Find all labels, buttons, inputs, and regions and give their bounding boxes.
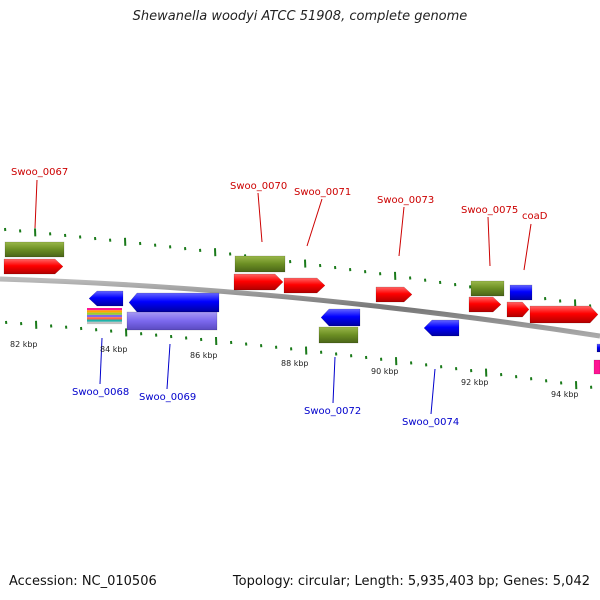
forward-gene-arrow bbox=[506, 301, 530, 318]
rrna-stripe bbox=[87, 314, 122, 318]
forward-gene-arrow bbox=[529, 305, 599, 324]
gene-features bbox=[3, 241, 600, 375]
gene-label-swoo-0072: Swoo_0072 bbox=[304, 406, 361, 417]
rrna-stripe bbox=[87, 312, 122, 315]
page-title: Shewanella woodyi ATCC 51908, complete g… bbox=[132, 9, 468, 24]
reverse-gene-arrow bbox=[88, 290, 124, 307]
accession-text: Accession: NC_010506 bbox=[9, 574, 157, 589]
reverse-gene-arrow bbox=[128, 292, 220, 313]
rrna-stripe bbox=[87, 317, 122, 320]
rrna-stripe bbox=[87, 319, 122, 322]
genome-summary-text: Topology: circular; Length: 5,935,403 bp… bbox=[232, 574, 590, 589]
label-leader-line bbox=[487, 216, 491, 267]
kbp-label: 92 kbp bbox=[461, 378, 489, 387]
gene-labels: Swoo_0067 Swoo_0070 Swoo_0071 Swoo_0073 Swoo… bbox=[11, 167, 548, 428]
forward-gene-arrow bbox=[468, 296, 502, 313]
gene-label-swoo-0067: Swoo_0067 bbox=[11, 167, 68, 178]
kbp-label: 90 kbp bbox=[371, 367, 399, 376]
label-leader-line bbox=[257, 192, 263, 243]
reverse-gene-block bbox=[593, 359, 600, 375]
reverse-gene-arrow bbox=[423, 319, 460, 337]
rrna-stripe bbox=[87, 310, 122, 313]
label-leader-line bbox=[34, 179, 38, 229]
reverse-gene-block bbox=[509, 284, 533, 301]
forward-gene-arrow bbox=[375, 286, 413, 303]
forward-cds-block bbox=[234, 255, 286, 273]
gene-label-coad: coaD bbox=[522, 211, 548, 222]
gene-label-swoo-0070: Swoo_0070 bbox=[230, 181, 287, 192]
label-leader-line bbox=[523, 223, 532, 271]
kbp-label: 94 kbp bbox=[551, 390, 579, 399]
label-leader-line bbox=[306, 198, 323, 247]
gene-label-swoo-0074: Swoo_0074 bbox=[402, 417, 459, 428]
label-leader-line bbox=[430, 368, 436, 415]
label-leader-line bbox=[398, 206, 405, 257]
kbp-label: 84 kbp bbox=[100, 345, 128, 354]
gene-label-swoo-0068: Swoo_0068 bbox=[72, 387, 129, 398]
kbp-label: 82 kbp bbox=[10, 340, 38, 349]
gene-label-swoo-0073: Swoo_0073 bbox=[377, 195, 434, 206]
forward-gene-arrow bbox=[233, 273, 284, 291]
label-leader-line bbox=[99, 337, 103, 385]
rrna-stripe bbox=[87, 321, 122, 325]
forward-cds-block bbox=[470, 280, 505, 297]
gene-label-swoo-0075: Swoo_0075 bbox=[461, 205, 518, 216]
gene-label-swoo-0071: Swoo_0071 bbox=[294, 187, 351, 198]
forward-cds-block bbox=[4, 241, 65, 258]
genome-backbone bbox=[0, 276, 600, 339]
forward-gene-arrow bbox=[283, 277, 326, 294]
reverse-cds-block bbox=[318, 326, 359, 344]
label-leader-line bbox=[332, 356, 336, 404]
kbp-label: 88 kbp bbox=[281, 359, 309, 368]
reverse-cds-block bbox=[126, 311, 218, 331]
forward-gene-arrow bbox=[3, 258, 64, 275]
gene-label-swoo-0069: Swoo_0069 bbox=[139, 392, 196, 403]
kbp-scale: 82 kbp 84 kbp 86 kbp 88 kbp 90 kbp 92 kbp 94 k… bbox=[10, 340, 579, 399]
reverse-gene-arrow bbox=[320, 308, 361, 327]
rrna-stripe bbox=[87, 308, 122, 311]
kbp-label: 86 kbp bbox=[190, 351, 218, 360]
label-leader-line bbox=[166, 343, 171, 390]
reverse-gene-block bbox=[596, 343, 600, 353]
